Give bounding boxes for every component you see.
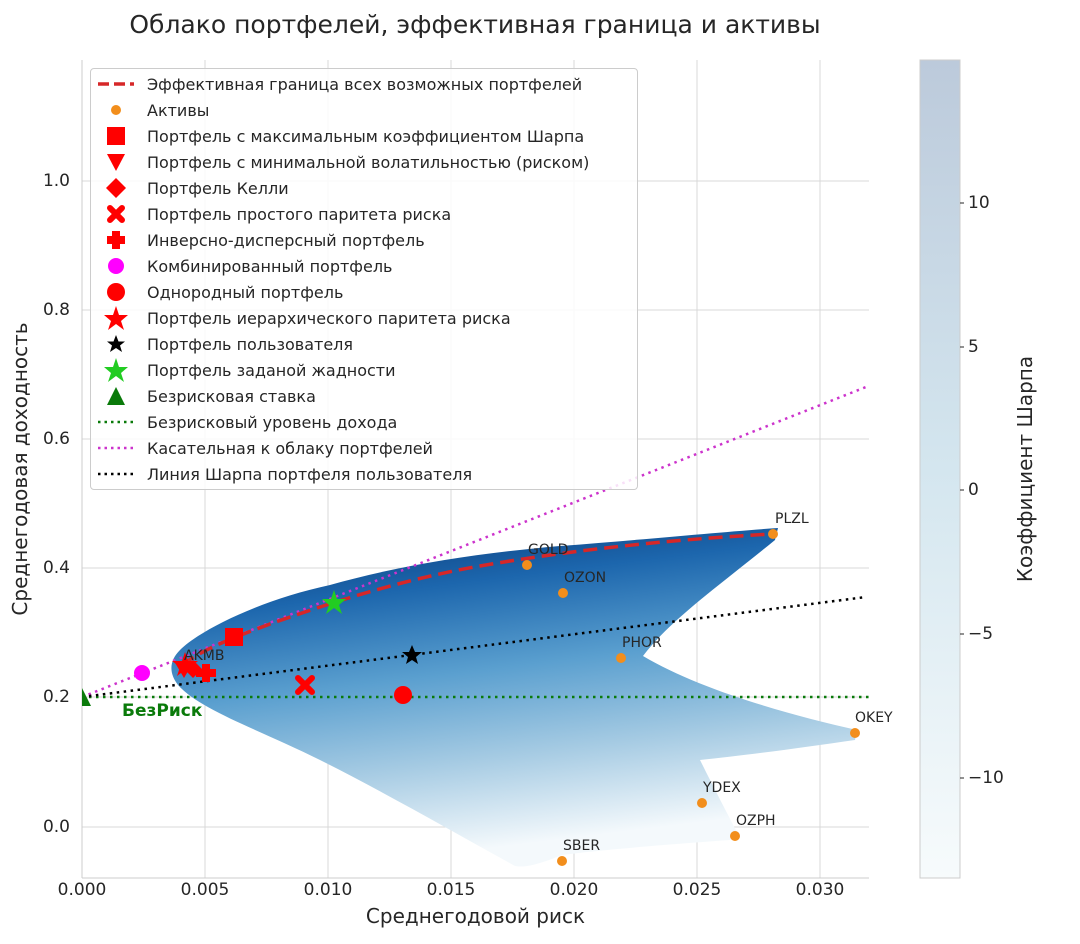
max-sharpe-square-marker — [225, 628, 243, 646]
legend-item-min-vol: Портфель с минимальной волатильностью (р… — [91, 149, 637, 175]
risk-parity-x-marker — [295, 675, 315, 695]
colorbar-tick: 10 — [968, 193, 990, 213]
asset-label-phor: PHOR — [622, 635, 662, 651]
star-icon — [104, 306, 128, 330]
legend: Эффективная граница всех возможных портф… — [90, 68, 638, 490]
asset-label-akmb: AKMB — [184, 648, 225, 664]
portfolio-cloud — [171, 528, 858, 867]
x-tick: 0.005 — [180, 880, 230, 900]
legend-item-user-sharpe-line: Линия Шарпа портфеля пользователя — [91, 461, 637, 487]
asset-points — [522, 529, 860, 866]
circle-icon — [108, 258, 124, 274]
user-portfolio-star-marker — [402, 645, 422, 664]
colorbar-tick: −10 — [968, 768, 1004, 788]
colorbar-tick: 0 — [968, 480, 979, 500]
legend-item-combined: Комбинированный портфель — [91, 253, 637, 279]
chart-title: Облако портфелей, эффективная граница и … — [129, 10, 821, 39]
x-axis-label: Среднегодовой риск — [365, 904, 586, 928]
legend-item-user: Портфель пользователя — [91, 331, 637, 357]
combined-portfolio-marker — [134, 665, 150, 681]
greed-portfolio-star-marker — [322, 590, 346, 614]
asset-label-gold: GOLD — [528, 542, 569, 558]
asset-label-sber: SBER — [563, 838, 601, 854]
colorbar-tick: −5 — [968, 624, 994, 644]
colorbar-tick: 5 — [968, 337, 979, 357]
y-axis-label: Среднегодовая доходность — [8, 322, 32, 616]
legend-item-efficient-frontier: Эффективная граница всех возможных портф… — [91, 71, 637, 97]
plus-icon — [107, 231, 125, 249]
y-tick: 0.8 — [42, 300, 70, 320]
x-icon — [107, 205, 125, 223]
legend-item-max-sharpe: Портфель с максимальным коэффициентом Ша… — [91, 123, 637, 149]
dotted-line-icon — [98, 420, 134, 424]
diamond-icon — [106, 178, 126, 198]
legend-item-kelly: Портфель Келли — [91, 175, 637, 201]
square-icon — [107, 127, 125, 145]
y-tick: 1.0 — [42, 171, 70, 191]
legend-item-inverse-variance: Инверсно-дисперсный портфель — [91, 227, 637, 253]
risk-free-triangle-marker — [82, 688, 91, 706]
x-tick: 0.000 — [57, 880, 107, 900]
x-tick: 0.030 — [795, 880, 845, 900]
triangle-down-icon — [107, 154, 125, 171]
tangent-line — [82, 385, 867, 699]
legend-item-risk-parity: Портфель простого паритета риска — [91, 201, 637, 227]
triangle-up-icon — [107, 387, 125, 405]
dashed-line-icon — [98, 82, 134, 86]
legend-item-risk-free-level: Безрисковый уровень дохода — [91, 409, 637, 435]
user-sharpe-line — [82, 595, 867, 699]
uniform-portfolio-marker — [394, 686, 412, 704]
y-tick: 0.2 — [42, 687, 70, 707]
legend-item-hrp: Портфель иерархического паритета риска — [91, 305, 637, 331]
y-tick: 0.0 — [42, 817, 70, 837]
y-tick: 0.4 — [42, 558, 70, 578]
colorbar-label: Коэффициент Шарпа — [1013, 355, 1037, 583]
star-icon — [107, 335, 125, 352]
legend-item-greed: Портфель заданой жадности — [91, 357, 637, 383]
colorbar — [919, 59, 961, 879]
x-tick: 0.025 — [672, 880, 722, 900]
dotted-line-icon — [98, 472, 134, 476]
legend-item-risk-free-rate: Безрисковая ставка — [91, 383, 637, 409]
star-icon — [104, 358, 128, 382]
asset-label-ozon: OZON — [564, 570, 607, 586]
asset-label-okey: OKEY — [855, 710, 893, 726]
inverse-variance-plus-marker — [196, 664, 216, 682]
legend-item-assets: Активы — [91, 97, 637, 123]
risk-free-label: БезРиск — [122, 701, 203, 721]
large-circle-icon — [107, 283, 125, 301]
asset-label-plzl: PLZL — [775, 511, 809, 527]
asset-label-ydex: YDEX — [703, 780, 741, 796]
x-tick: 0.020 — [549, 880, 599, 900]
small-circle-icon — [111, 105, 121, 115]
legend-item-uniform: Однородный портфель — [91, 279, 637, 305]
legend-item-tangent: Касательная к облаку портфелей — [91, 435, 637, 461]
y-tick: 0.6 — [42, 429, 70, 449]
dotted-line-icon — [98, 446, 134, 450]
asset-label-ozph: OZPH — [736, 813, 776, 829]
x-tick: 0.010 — [303, 880, 353, 900]
x-tick: 0.015 — [426, 880, 476, 900]
